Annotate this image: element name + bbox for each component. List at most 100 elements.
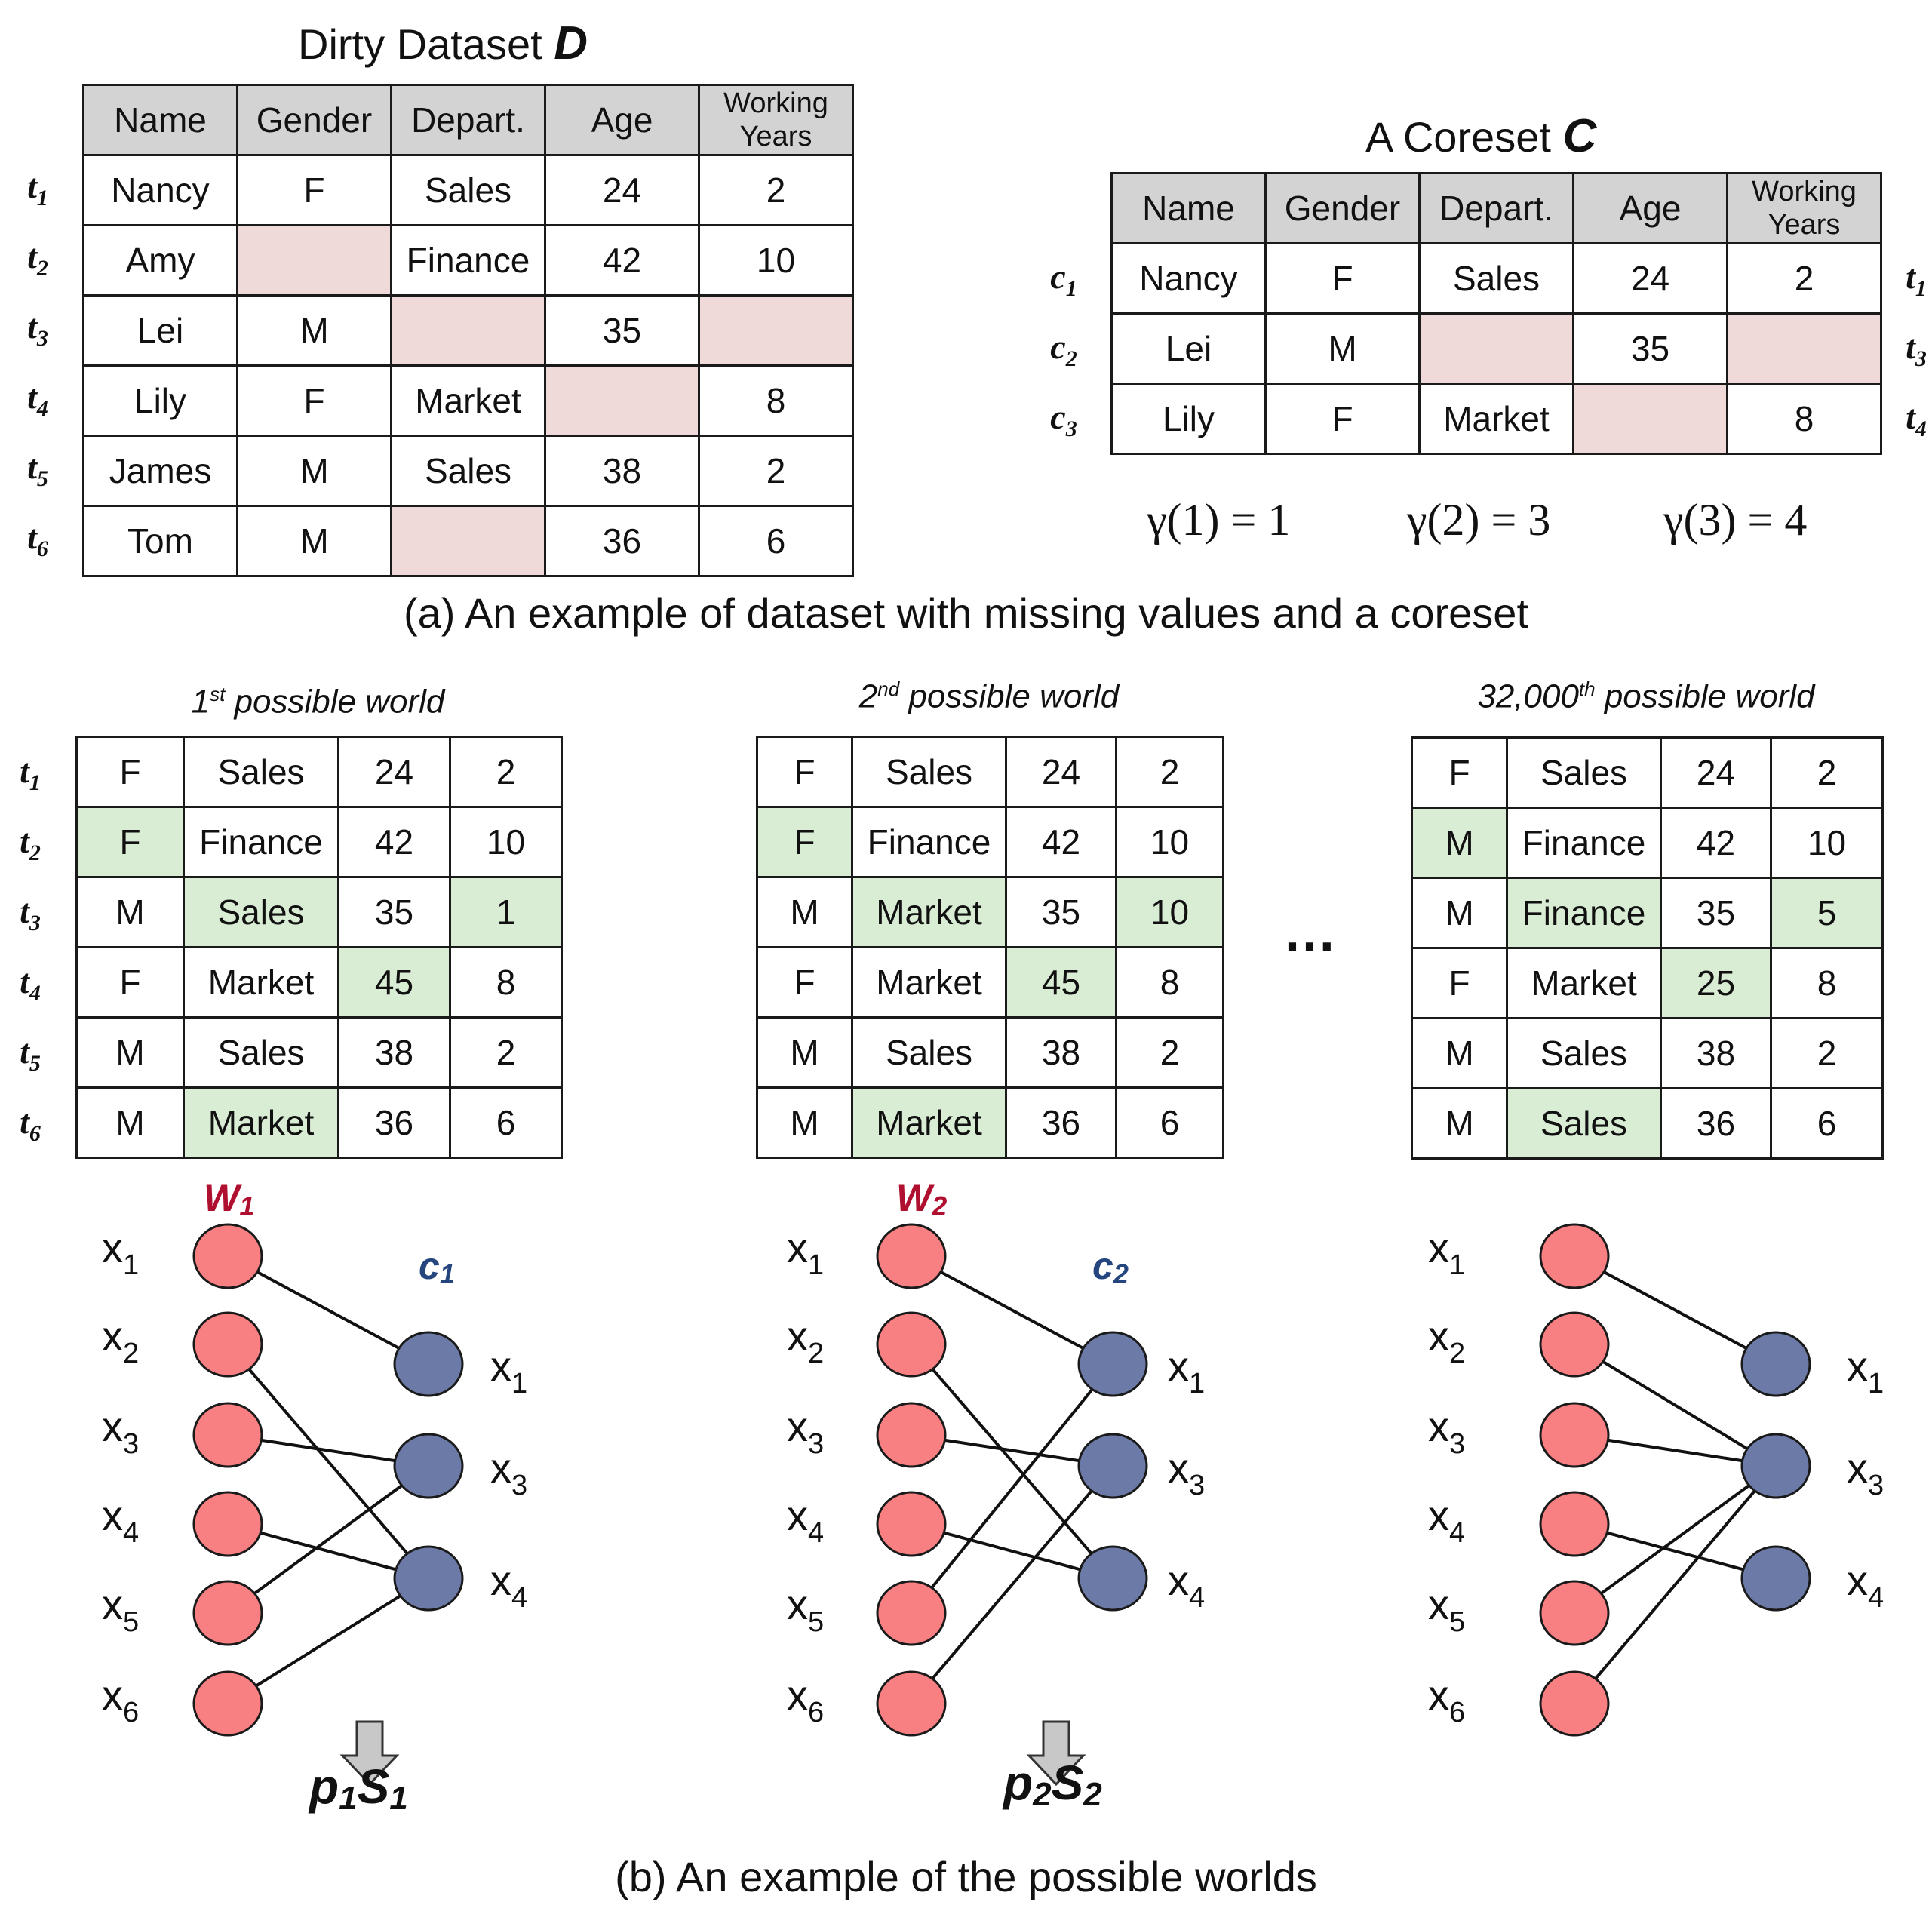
right-node-label-sub: 1	[511, 1368, 527, 1400]
table-row: M Sales 38 2	[1411, 1017, 1884, 1089]
world-title-num: 2	[858, 678, 878, 715]
table-row: F Sales 24 2	[1411, 736, 1884, 809]
imputed-cell: 5	[1770, 877, 1884, 949]
imputed-cell: 10	[1115, 876, 1224, 948]
left-node-label-sub: 5	[123, 1606, 139, 1638]
table-cell: 6	[449, 1086, 563, 1159]
weighted-sum-label: p2S2	[1002, 1756, 1102, 1813]
table-cell: Market	[390, 364, 546, 437]
table-cell: 8	[1770, 947, 1884, 1019]
dataset-node	[876, 1311, 947, 1378]
row-label-sub: 1	[1065, 276, 1077, 302]
table-cell: 36	[1005, 1086, 1117, 1159]
table-cell: M	[756, 1016, 853, 1089]
header-row: Name Gender Depart. Age Working Years	[82, 84, 854, 156]
left-node-label-sub: 6	[123, 1697, 139, 1728]
coreset-title-symbol: C	[1562, 110, 1597, 162]
row-label-letter: t	[20, 892, 29, 930]
table-cell: 24	[1572, 242, 1728, 315]
header-cell: Gender	[236, 84, 392, 156]
table-cell: Market	[1506, 947, 1662, 1019]
world-label-sub: 2	[931, 1191, 947, 1221]
coreset-node	[1740, 1433, 1811, 1499]
table-cell: M	[236, 505, 392, 577]
coreset-node	[1077, 1545, 1148, 1612]
ellipsis: …	[1282, 902, 1341, 963]
imputed-cell: Market	[851, 876, 1007, 948]
table-cell: F	[75, 946, 185, 1019]
table-cell: 24	[1005, 736, 1117, 808]
coreset-source-label-2: t3	[1886, 327, 1932, 372]
edge	[226, 1464, 430, 1615]
header-line-2: Years	[1768, 209, 1841, 241]
coreset-label: c1	[419, 1245, 455, 1289]
left-node-label-sub: 4	[1449, 1517, 1465, 1549]
edge	[1574, 1255, 1777, 1366]
table-cell: 10	[1115, 806, 1224, 878]
table-cell: M	[236, 435, 392, 507]
table-row: M Sales 36 6	[1411, 1087, 1884, 1160]
right-node-label-sub: 4	[511, 1582, 527, 1614]
left-node-label-sub: 2	[808, 1338, 824, 1369]
right-node-label-letter: x	[490, 1444, 511, 1492]
table-cell: 10	[698, 224, 854, 297]
left-node-label-sub: 5	[1449, 1606, 1465, 1638]
left-node-label-letter: x	[1428, 1492, 1449, 1539]
table-cell: 2	[449, 736, 563, 808]
table-cell: 8	[1726, 383, 1882, 455]
table-row: M Market 36 6	[756, 1086, 1224, 1159]
world-title-num: 32,000	[1477, 678, 1579, 715]
table-row: M Sales 38 2	[756, 1016, 1224, 1089]
left-node-label-letter: x	[102, 1581, 123, 1628]
imputed-cell: M	[1411, 807, 1508, 879]
left-node-label: x1	[102, 1224, 139, 1281]
right-node-label: x3	[1168, 1444, 1205, 1501]
table-cell: M	[1264, 312, 1421, 385]
table-cell: 36	[544, 505, 700, 577]
table-cell: M	[756, 1086, 853, 1159]
row-label-letter: t	[20, 1032, 29, 1071]
result-s: S	[358, 1759, 390, 1814]
result-p-sub: 2	[1032, 1776, 1052, 1813]
row-label-sub: 3	[1065, 416, 1077, 442]
dirty-row-label-1: t1	[8, 166, 68, 211]
table-cell: 10	[1770, 807, 1884, 879]
left-node-label: x3	[1428, 1403, 1465, 1460]
table-cell: 6	[1770, 1087, 1884, 1160]
world-row-label-3: t3	[0, 891, 60, 936]
table-cell: Sales	[183, 1016, 339, 1089]
edge	[1573, 1464, 1777, 1705]
row-label-letter: t	[27, 307, 37, 346]
left-node-label-letter: x	[787, 1312, 808, 1360]
right-node-label: x4	[1847, 1556, 1884, 1614]
down-arrow-icon	[1026, 1720, 1086, 1787]
left-node-label: x4	[102, 1492, 139, 1549]
table-cell: Sales	[390, 435, 546, 507]
dataset-node	[1539, 1311, 1610, 1378]
left-node-label: x1	[1428, 1224, 1465, 1281]
left-node-label: x5	[1428, 1581, 1465, 1638]
left-node-label-sub: 4	[808, 1517, 824, 1549]
left-node-label-sub: 2	[123, 1338, 139, 1369]
header-cell-working-years: Working Years	[698, 84, 854, 156]
dirty-row-label-2: t2	[8, 236, 68, 281]
table-cell: F	[1411, 736, 1508, 809]
header-cell: Name	[1110, 172, 1267, 244]
dataset-node	[1539, 1223, 1610, 1289]
table-cell: Tom	[82, 505, 238, 577]
dirty-row-label-5: t5	[8, 447, 68, 492]
table-cell: M	[236, 294, 392, 367]
table-row: M Finance 35 5	[1411, 877, 1884, 949]
row-label-letter: t	[1906, 327, 1915, 366]
table-cell: 6	[1115, 1086, 1224, 1159]
row-label-sub: 4	[36, 396, 48, 422]
table-row: F Market 45 8	[756, 946, 1224, 1019]
table-cell: Market	[851, 946, 1007, 1019]
header-cell: Age	[544, 84, 700, 156]
left-node-label-sub: 5	[808, 1606, 824, 1638]
world-table-1: F Sales 24 2 F Finance 42 10 M Sales 35 1 F Market 45 8…	[75, 736, 563, 1159]
table-cell: 42	[544, 224, 700, 297]
table-cell: 42	[1660, 807, 1772, 879]
result-s-sub: 1	[389, 1780, 407, 1817]
table-cell: Market	[1418, 383, 1574, 455]
